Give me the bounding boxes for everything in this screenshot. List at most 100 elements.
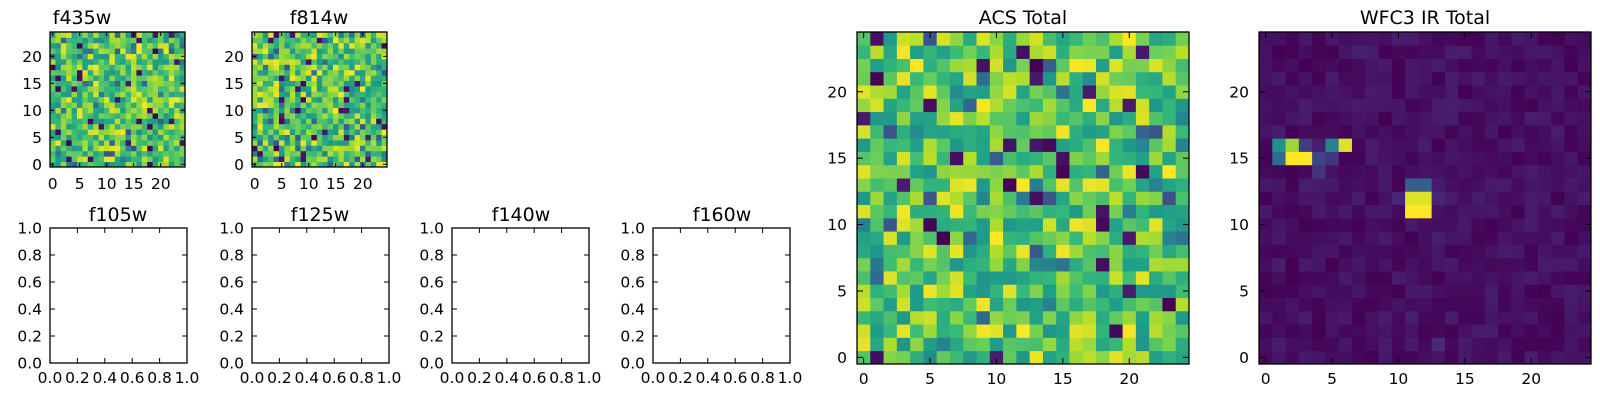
heatmap-cell <box>311 145 318 152</box>
y-tick-label: 15 <box>22 75 42 93</box>
heatmap-cell <box>1511 45 1525 59</box>
heatmap-cell <box>289 102 296 108</box>
heatmap-cell <box>71 145 78 152</box>
heatmap-cell <box>1498 350 1512 365</box>
heatmap-cell <box>295 113 301 119</box>
heatmap-cell <box>77 59 83 65</box>
heatmap-cell <box>163 156 170 162</box>
heatmap-cell <box>120 80 126 87</box>
heatmap-cell <box>1577 111 1592 126</box>
x-tick-label: 0.6 <box>120 369 145 387</box>
heatmap-cell <box>1418 297 1433 312</box>
panel-f105w: f105w 0.0 0.2 0.4 0.6 0.8 1.00.00.20.40.60.81… <box>17 204 199 387</box>
heatmap-cell <box>1082 58 1097 73</box>
heatmap-cell <box>976 297 991 312</box>
heatmap-cell <box>273 32 280 38</box>
heatmap-cell <box>257 161 264 168</box>
heatmap-cell <box>1551 45 1565 59</box>
heatmap-cell <box>279 123 285 130</box>
heatmap-cell <box>168 118 175 125</box>
heatmap-cell <box>1285 164 1300 179</box>
empty-plot-f160w: 0.0 0.2 0.4 0.6 0.8 1.00.00.20.40.60.81.0 <box>620 220 802 388</box>
heatmap-cell <box>136 107 143 114</box>
heatmap-cell <box>1259 204 1273 219</box>
heatmap-cell <box>1458 45 1472 59</box>
heatmap-cell <box>179 102 186 108</box>
heatmap-cell <box>316 80 323 87</box>
heatmap-cell <box>174 113 180 119</box>
heatmap-cell <box>252 86 258 92</box>
y-tick-label: 10 <box>1229 216 1249 234</box>
heatmap-cell <box>268 32 274 38</box>
heatmap-cell <box>268 145 274 152</box>
heatmap-cell <box>168 80 175 87</box>
heatmap-cell <box>896 124 911 139</box>
heatmap-cell <box>1484 85 1499 99</box>
heatmap-cell <box>316 118 323 125</box>
heatmap-cell <box>295 134 301 141</box>
heatmap-cell <box>284 140 291 146</box>
heatmap-cell <box>1312 71 1326 86</box>
heatmap-cell <box>1471 324 1486 338</box>
heatmap-cell <box>1365 257 1379 272</box>
heatmap-cell <box>1418 324 1433 338</box>
heatmap-cell <box>327 96 334 103</box>
heatmap-cell <box>1259 58 1273 73</box>
heatmap-cell <box>976 138 991 152</box>
heatmap-cell <box>1351 271 1366 285</box>
heatmap-cell <box>1338 98 1353 113</box>
heatmap-cell <box>896 204 911 219</box>
heatmap-cell <box>1109 124 1123 139</box>
heatmap-cell <box>1564 324 1579 338</box>
heatmap-cell <box>1069 191 1084 206</box>
heatmap-cell <box>268 75 274 81</box>
heatmap-cell <box>311 32 318 38</box>
heatmap-cell <box>349 64 355 71</box>
heatmap-cell <box>923 124 938 139</box>
heatmap-cell <box>1564 271 1579 285</box>
heatmap-cell <box>268 53 274 60</box>
heatmap-cell <box>1551 271 1565 285</box>
heatmap-cell <box>376 102 382 108</box>
heatmap-cell <box>1285 138 1300 152</box>
heatmap-cell <box>1484 297 1499 312</box>
heatmap-cell <box>136 53 143 60</box>
heatmap-cell <box>1298 284 1313 298</box>
heatmap-cell <box>1109 71 1123 86</box>
heatmap-cell <box>354 48 361 54</box>
heatmap-cell <box>1312 297 1326 312</box>
heatmap-cell <box>976 231 991 245</box>
heatmap-cell <box>1109 217 1123 232</box>
heatmap-cell <box>1162 178 1177 192</box>
heatmap-cell <box>1298 58 1313 73</box>
heatmap-cell <box>976 45 991 59</box>
heatmap-cell <box>1029 98 1044 113</box>
heatmap-cell <box>1056 271 1070 285</box>
heatmap-cell <box>295 75 301 81</box>
heatmap-cell <box>158 91 164 98</box>
heatmap-cell <box>338 59 345 65</box>
heatmap-cell <box>273 53 280 60</box>
heatmap-cell <box>936 244 951 259</box>
heatmap-cell <box>141 48 148 54</box>
heatmap-cell <box>1524 324 1539 338</box>
heatmap-cell <box>360 102 366 108</box>
y-tick-label: 5 <box>234 129 244 147</box>
heatmap-cell <box>279 59 285 65</box>
heatmap-cell <box>141 134 148 141</box>
x-tick-label: 10 <box>987 370 1007 388</box>
heatmap-cell <box>1149 138 1163 152</box>
heatmap-cell <box>120 91 126 98</box>
heatmap-cell <box>93 123 99 130</box>
heatmap-cell <box>870 284 884 298</box>
heatmap-cell <box>1351 244 1366 259</box>
heatmap-cell <box>1365 85 1379 99</box>
heatmap-cell <box>338 69 345 76</box>
heatmap-cell <box>152 161 159 168</box>
heatmap-cell <box>131 96 137 103</box>
heatmap-cell <box>1564 58 1579 73</box>
heatmap-cell <box>1069 151 1084 166</box>
heatmap-cell <box>910 271 924 285</box>
heatmap-cell <box>354 96 361 103</box>
